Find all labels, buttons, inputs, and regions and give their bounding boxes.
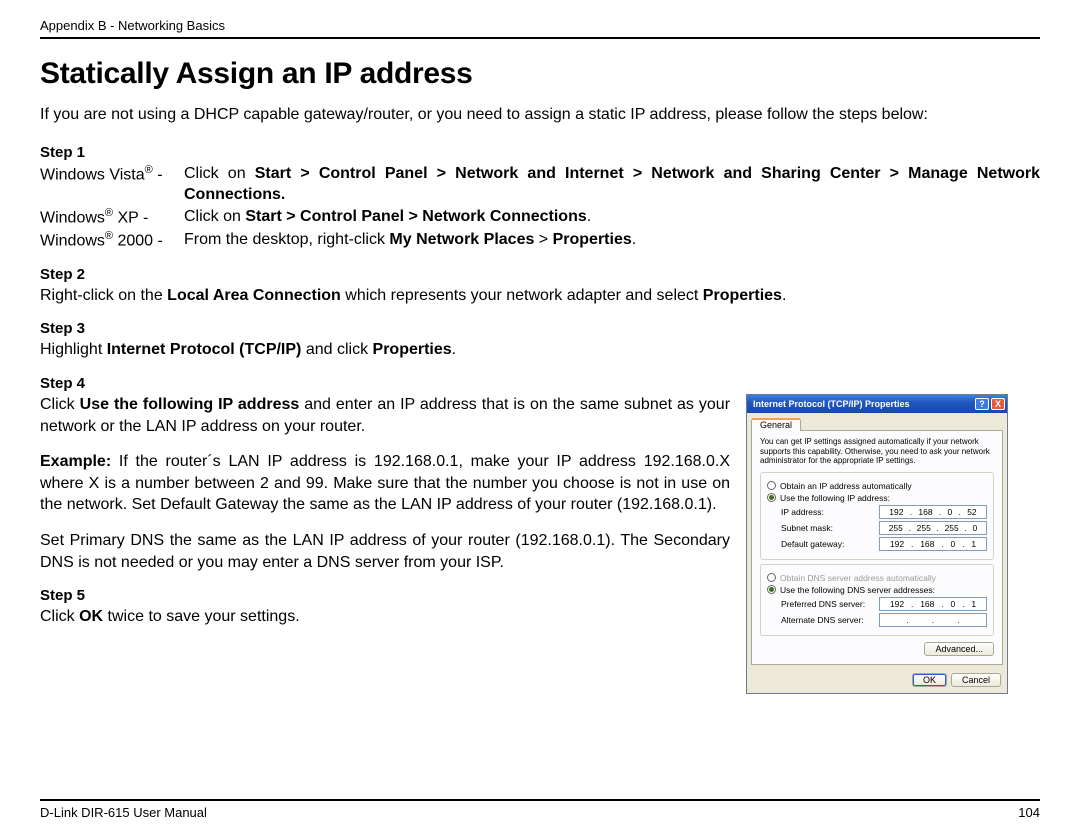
step4-p1: Click Use the following IP address and e… <box>40 394 730 437</box>
page-footer: D-Link DIR-615 User Manual 104 <box>40 799 1040 820</box>
tcpip-properties-dialog: Internet Protocol (TCP/IP) Properties ? … <box>746 394 1008 694</box>
step2-label: Step 2 <box>40 266 1040 283</box>
subnet-mask-field[interactable]: 255.255.255.0 <box>879 521 987 535</box>
label-preferred-dns: Preferred DNS server: <box>781 599 879 609</box>
step1-table: Windows Vista® - Click on Start > Contro… <box>40 163 1040 252</box>
step1-label: Step 1 <box>40 144 1040 161</box>
step1-2000-text: From the desktop, right-click My Network… <box>184 229 1040 252</box>
step1-xp-text: Click on Start > Control Panel > Network… <box>184 206 1040 229</box>
radio-icon <box>767 481 776 490</box>
step1-vista-text: Click on Start > Control Panel > Network… <box>184 163 1040 206</box>
step2-text: Right-click on the Local Area Connection… <box>40 285 1040 307</box>
page-title: Statically Assign an IP address <box>40 57 1040 91</box>
page-header: Appendix B - Networking Basics <box>40 18 1040 39</box>
step4-p3: Set Primary DNS the same as the LAN IP a… <box>40 530 730 573</box>
step1-2000-os: Windows® 2000 - <box>40 229 180 252</box>
dns-group: Obtain DNS server address automatically … <box>760 564 994 636</box>
step3-text: Highlight Internet Protocol (TCP/IP) and… <box>40 339 1040 361</box>
radio-icon <box>767 585 776 594</box>
advanced-button[interactable]: Advanced... <box>924 642 994 656</box>
label-subnet-mask: Subnet mask: <box>781 523 879 533</box>
help-icon[interactable]: ? <box>975 398 989 410</box>
reg-symbol: ® <box>105 207 113 219</box>
reg-symbol: ® <box>145 164 153 176</box>
step4-label: Step 4 <box>40 375 1040 392</box>
close-icon[interactable]: X <box>991 398 1005 410</box>
step1-vista-os: Windows Vista® - <box>40 163 180 206</box>
dialog-description: You can get IP settings assigned automat… <box>760 437 994 466</box>
alternate-dns-field[interactable]: 0.0.0.0 <box>879 613 987 627</box>
dialog-title: Internet Protocol (TCP/IP) Properties <box>753 399 910 409</box>
tab-general[interactable]: General <box>751 418 801 431</box>
radio-obtain-ip[interactable]: Obtain an IP address automatically <box>767 481 987 491</box>
ip-group: Obtain an IP address automatically Use t… <box>760 472 994 560</box>
step5-label: Step 5 <box>40 587 730 604</box>
step1-xp-os: Windows® XP - <box>40 206 180 229</box>
reg-symbol: ® <box>105 230 113 242</box>
footer-manual-name: D-Link DIR-615 User Manual <box>40 805 207 820</box>
radio-use-ip[interactable]: Use the following IP address: <box>767 493 987 503</box>
label-default-gateway: Default gateway: <box>781 539 879 549</box>
radio-icon <box>767 573 776 582</box>
step4-example: Example: If the router´s LAN IP address … <box>40 451 730 516</box>
dialog-panel: You can get IP settings assigned automat… <box>751 430 1003 665</box>
ok-button[interactable]: OK <box>912 673 947 687</box>
dialog-titlebar: Internet Protocol (TCP/IP) Properties ? … <box>747 395 1007 413</box>
radio-use-dns[interactable]: Use the following DNS server addresses: <box>767 585 987 595</box>
default-gateway-field[interactable]: 192.168.0.1 <box>879 537 987 551</box>
intro-text: If you are not using a DHCP capable gate… <box>40 105 1040 126</box>
step5-text: Click OK twice to save your settings. <box>40 606 730 628</box>
label-ip-address: IP address: <box>781 507 879 517</box>
ip-address-field[interactable]: 192.168.0.52 <box>879 505 987 519</box>
cancel-button[interactable]: Cancel <box>951 673 1001 687</box>
label-alternate-dns: Alternate DNS server: <box>781 615 879 625</box>
preferred-dns-field[interactable]: 192.168.0.1 <box>879 597 987 611</box>
footer-page-number: 104 <box>1018 805 1040 820</box>
step3-label: Step 3 <box>40 320 1040 337</box>
radio-icon <box>767 493 776 502</box>
radio-obtain-dns: Obtain DNS server address automatically <box>767 573 987 583</box>
